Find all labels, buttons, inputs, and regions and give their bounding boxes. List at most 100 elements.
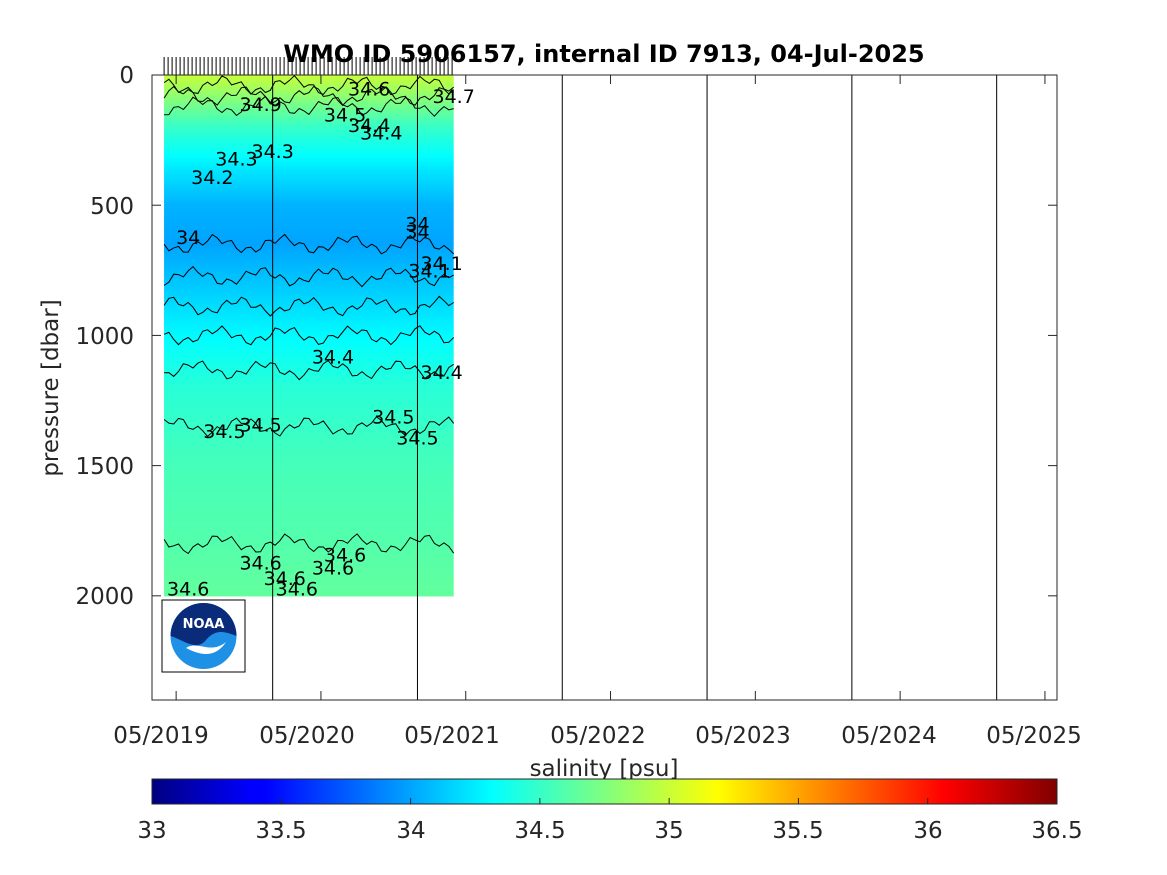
salinity-band: [164, 391, 454, 395]
salinity-band: [164, 514, 454, 518]
salinity-band: [164, 79, 454, 82]
salinity-band: [164, 104, 454, 107]
y-tick-1000: 1000: [75, 324, 134, 350]
salinity-band: [164, 125, 454, 128]
salinity-band: [164, 147, 454, 151]
contour-label: 34.4: [312, 347, 354, 369]
salinity-band: [164, 431, 454, 434]
salinity-band: [164, 177, 454, 180]
salinity-band: [164, 141, 454, 145]
salinity-band: [164, 200, 454, 203]
salinity-band: [164, 520, 454, 524]
contour-label: 34: [405, 222, 429, 244]
salinity-band: [164, 400, 454, 403]
cbar-tick-36: 36: [913, 818, 942, 844]
salinity-band: [164, 87, 454, 91]
salinity-band: [164, 339, 454, 343]
salinity-band: [164, 325, 454, 328]
salinity-band: [164, 552, 454, 555]
salinity-band: [164, 297, 454, 301]
contour-line: [163, 416, 455, 438]
salinity-band: [164, 460, 454, 464]
salinity-band: [164, 452, 454, 455]
salinity-band: [164, 197, 454, 201]
x-tick-05-2023: 05/2023: [695, 723, 791, 749]
salinity-band: [164, 127, 454, 130]
salinity-band: [164, 260, 454, 264]
salinity-band: [164, 118, 454, 122]
salinity-band: [164, 537, 454, 541]
salinity-band: [164, 181, 454, 184]
salinity-band: [164, 410, 454, 414]
contour-label: 34.4: [420, 362, 462, 384]
salinity-band: [164, 185, 454, 189]
salinity-band: [164, 572, 454, 576]
contour-label: 34.6: [348, 78, 390, 100]
salinity-band: [164, 472, 454, 476]
salinity-band: [164, 156, 454, 159]
salinity-band: [164, 272, 454, 276]
x-tick-05-2020: 05/2020: [259, 723, 355, 749]
salinity-band: [164, 295, 454, 299]
salinity-band: [164, 531, 454, 534]
salinity-band: [164, 212, 454, 216]
salinity-band: [164, 258, 454, 262]
salinity-band: [164, 502, 454, 505]
salinity-band: [164, 354, 454, 357]
salinity-band: [164, 547, 454, 551]
salinity-band: [164, 81, 454, 84]
y-tick-500: 500: [90, 194, 134, 220]
y-tick-1500: 1500: [75, 454, 134, 480]
salinity-band: [164, 252, 454, 255]
x-tick-05-2021: 05/2021: [404, 723, 500, 749]
salinity-band: [164, 427, 454, 430]
salinity-band: [164, 368, 454, 372]
salinity-band: [164, 527, 454, 530]
salinity-band: [164, 364, 454, 368]
y-tick-2000: 2000: [75, 584, 134, 610]
salinity-band: [164, 589, 454, 593]
salinity-band: [164, 387, 454, 391]
contour-label: 34.5: [372, 406, 414, 428]
salinity-band: [164, 162, 454, 166]
contour-label: 34.6: [167, 578, 209, 600]
contour-label: 34.6: [264, 568, 306, 590]
salinity-band: [164, 216, 454, 220]
salinity-band: [164, 366, 454, 370]
salinity-band: [164, 356, 454, 359]
salinity-band: [164, 208, 454, 212]
salinity-band: [164, 195, 454, 199]
contour-labels: 34.534.5 34.534.534.434.434.634.634.634.6…: [167, 78, 475, 600]
salinity-band: [164, 122, 454, 126]
salinity-band: [164, 518, 454, 522]
salinity-band: [164, 475, 454, 478]
chart-title: WMO ID 5906157, internal ID 7913, 04-Jul…: [283, 40, 924, 68]
contour-label: 34.1: [408, 261, 450, 283]
contour-label: 34.9: [239, 94, 281, 116]
salinity-band: [164, 256, 454, 259]
axis-ticks: [152, 74, 1057, 700]
salinity-band: [164, 375, 454, 378]
salinity-band: [164, 439, 454, 443]
salinity-band: [164, 350, 454, 353]
salinity-band: [164, 291, 454, 295]
salinity-band: [164, 306, 454, 309]
salinity-band: [164, 193, 454, 197]
salinity-band: [164, 343, 454, 347]
cbar-tick-34: 34: [396, 818, 425, 844]
salinity-band: [164, 458, 454, 462]
salinity-band: [164, 204, 454, 207]
contour-line: [163, 295, 454, 317]
cbar-tick-35-5: 35.5: [772, 818, 823, 844]
salinity-band: [164, 529, 454, 532]
salinity-band: [164, 110, 454, 114]
salinity-band: [164, 85, 454, 89]
salinity-band: [164, 525, 454, 528]
salinity-band: [164, 579, 454, 582]
colorbar: [151, 778, 1058, 805]
salinity-band: [164, 137, 454, 141]
salinity-band: [164, 539, 454, 543]
x-tick-05-2025: 05/2025: [986, 723, 1082, 749]
salinity-band: [164, 389, 454, 393]
